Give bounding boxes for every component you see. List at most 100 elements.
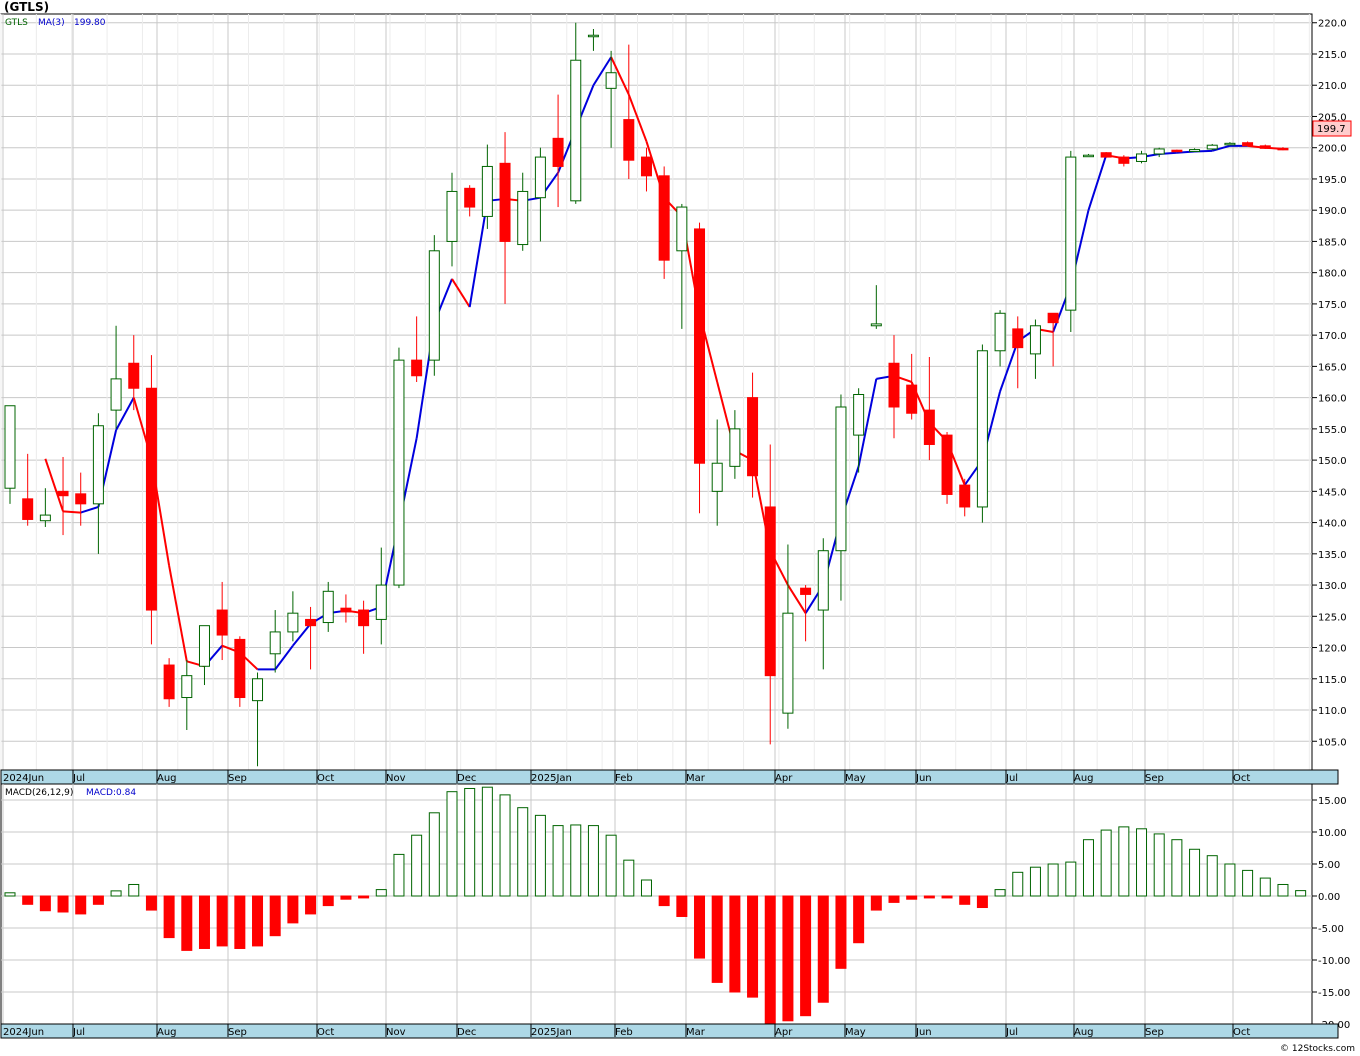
candle-body xyxy=(570,59,582,202)
price-tick-label: 180.0 xyxy=(1318,269,1347,280)
ma3-segment xyxy=(292,623,312,647)
candle-body xyxy=(1012,328,1024,349)
candle-body xyxy=(1277,147,1289,151)
macd-bar xyxy=(75,895,87,915)
macd-bar xyxy=(305,895,317,915)
macd-tick-label: 15.00 xyxy=(1318,796,1347,807)
chart-symbol-title: (GTLS) xyxy=(4,0,49,14)
macd-tick-label: -5.00 xyxy=(1318,924,1344,935)
price-tick-label: 190.0 xyxy=(1318,206,1347,217)
candle-body xyxy=(1082,154,1094,158)
macd-bar xyxy=(976,895,988,909)
month-labels-top: 2024Jun Jul Aug Sep Oct Nov Dec 2025Jan Feb Mar Ap… xyxy=(3,770,1250,784)
month-label: Sep xyxy=(228,773,247,784)
last-price-label: 199.7 xyxy=(1317,124,1346,135)
candle-body xyxy=(640,156,652,177)
month-axis-band-top xyxy=(0,769,1339,785)
candle-body xyxy=(411,359,423,377)
macd-bar xyxy=(906,895,918,900)
copyright-footer: © 12Stocks.com xyxy=(1280,1044,1355,1054)
macd-bar xyxy=(782,895,794,1022)
month-label: Mar xyxy=(686,773,706,784)
candle-body xyxy=(163,664,175,700)
macd-bar xyxy=(853,895,865,944)
candle-body xyxy=(658,175,670,261)
price-tick-label: 165.0 xyxy=(1318,362,1347,373)
macd-bar xyxy=(181,895,193,951)
price-tick-label: 185.0 xyxy=(1318,237,1347,248)
candle-body xyxy=(534,156,546,199)
candle-body xyxy=(1136,153,1148,162)
candle-body xyxy=(923,409,935,445)
candle-body xyxy=(22,498,34,520)
macd-bar xyxy=(428,812,440,897)
month-label: Nov xyxy=(386,773,406,784)
macd-bar xyxy=(269,895,281,937)
candle-body xyxy=(4,405,16,489)
month-label: Oct xyxy=(317,1027,334,1038)
month-label: Mar xyxy=(686,1027,706,1038)
macd-bar xyxy=(163,895,175,939)
ma3-segment xyxy=(168,565,188,662)
month-labels-bottom: 2024Jun Jul Aug Sep Oct Nov Dec 2025Jan Feb Mar Ap… xyxy=(3,1024,1250,1038)
macd-bar xyxy=(322,895,334,907)
macd-bar xyxy=(481,786,493,897)
macd-bar xyxy=(587,825,599,897)
macd-bar xyxy=(198,895,210,949)
macd-bar xyxy=(1082,839,1094,897)
price-tick-label: 200.0 xyxy=(1318,144,1347,155)
month-axis-band-bottom xyxy=(0,1023,1339,1039)
candle-body xyxy=(870,323,882,327)
ma3-segment xyxy=(627,94,648,142)
candle-body xyxy=(269,631,281,655)
price-tick-label: 215.0 xyxy=(1318,50,1347,61)
candle-body xyxy=(694,228,706,464)
macd-bar xyxy=(287,895,299,924)
candle-body xyxy=(906,384,918,414)
month-label: Aug xyxy=(1074,773,1094,784)
price-grid xyxy=(0,14,1312,770)
macd-bar xyxy=(870,895,882,911)
macd-bar xyxy=(817,895,829,1003)
month-label: Oct xyxy=(1233,1027,1250,1038)
month-label: Oct xyxy=(1233,773,1250,784)
macd-legend-value: MACD:0.84 xyxy=(86,788,136,798)
macd-bar xyxy=(534,814,546,897)
candle-body xyxy=(817,550,829,611)
price-tick-label: 110.0 xyxy=(1318,706,1347,717)
candle-body xyxy=(729,428,741,467)
candle-body xyxy=(499,162,511,242)
macd-bar xyxy=(1277,883,1289,897)
macd-bar xyxy=(1206,855,1218,897)
macd-bar xyxy=(145,895,157,911)
month-label: 2025Jan xyxy=(531,773,572,784)
price-tick-label: 125.0 xyxy=(1318,612,1347,623)
price-legend-ma-label: MA(3) xyxy=(38,18,65,28)
candle-body xyxy=(393,359,405,586)
ma3-segment xyxy=(468,200,489,308)
ma3-segment xyxy=(1087,154,1108,211)
macd-bar xyxy=(128,883,140,897)
price-legend-symbol: GTLS xyxy=(5,18,28,28)
macd-bar xyxy=(835,895,847,969)
candle-body xyxy=(145,387,157,611)
macd-bar xyxy=(1100,829,1112,897)
candle-body xyxy=(764,506,776,677)
macd-bar xyxy=(1189,848,1201,897)
macd-bar xyxy=(1295,890,1307,897)
month-label: May xyxy=(845,1027,866,1038)
macd-bar xyxy=(552,825,564,897)
macd-bar xyxy=(1259,877,1271,897)
macd-bar xyxy=(4,892,16,897)
month-label: Jul xyxy=(1005,773,1018,784)
candle-body xyxy=(853,393,865,436)
candle-body xyxy=(1189,149,1201,152)
price-tick-label: 170.0 xyxy=(1318,331,1347,342)
candle-body xyxy=(39,514,51,522)
candle-body xyxy=(1118,156,1130,164)
month-label: Jul xyxy=(1005,1027,1018,1038)
month-label: 2024Jun xyxy=(3,1027,44,1038)
month-label: Apr xyxy=(775,773,793,784)
